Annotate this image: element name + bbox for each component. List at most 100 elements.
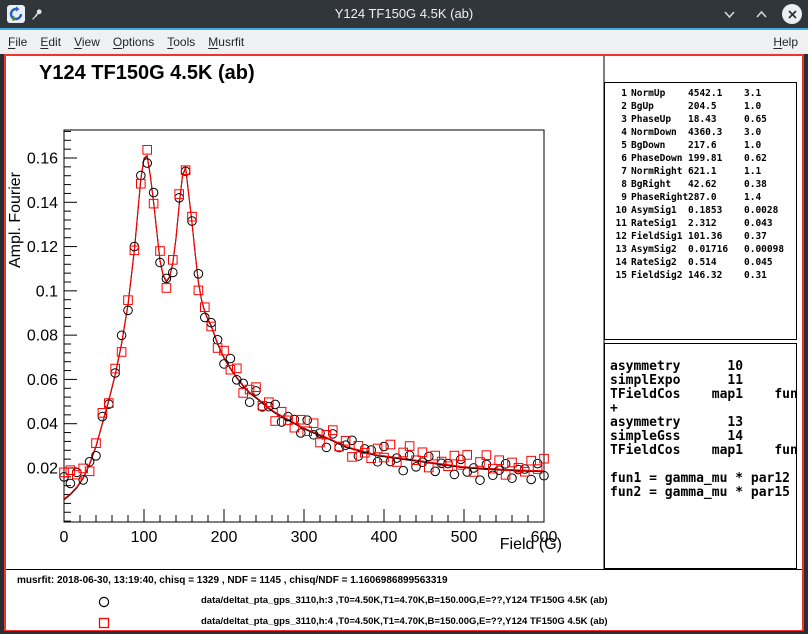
- menu-tools[interactable]: Tools: [165, 33, 197, 51]
- param-value: 287.0: [688, 191, 740, 204]
- param-num: 5: [609, 139, 627, 152]
- parameter-row: 8BgRight42.620.38: [605, 178, 796, 191]
- menu-file[interactable]: File: [6, 33, 29, 51]
- param-name: BgDown: [631, 139, 684, 152]
- menu-musrfit[interactable]: Musrfit: [206, 33, 246, 51]
- svg-text:400: 400: [371, 529, 398, 546]
- theory-box: asymmetry 10simplExpo 11 TFieldCos map1 f…: [604, 343, 797, 569]
- y-axis-title: Ampl. Fourier: [7, 171, 24, 268]
- parameter-row: 7NormRight621.11.1: [605, 165, 796, 178]
- param-value: 0.514: [688, 256, 740, 269]
- param-value: 4360.3: [688, 126, 740, 139]
- param-num: 6: [609, 152, 627, 165]
- svg-text:300: 300: [291, 529, 318, 546]
- pin-icon[interactable]: [31, 8, 44, 21]
- param-num: 10: [609, 204, 627, 217]
- plot-frame: [64, 130, 544, 522]
- open-square-marker-icon: [98, 616, 110, 634]
- window-title: Y124 TF150G 4.5K (ab): [0, 0, 808, 28]
- svg-text:0.12: 0.12: [27, 239, 58, 256]
- open-circle-marker-icon: [98, 595, 110, 613]
- param-name: NormDown: [631, 126, 684, 139]
- parameter-row: 9PhaseRight287.01.4: [605, 191, 796, 204]
- parameter-row: 4 NormDown 4360.3 3.0: [605, 126, 796, 139]
- param-num: 8: [609, 178, 627, 191]
- parameter-row: 15FieldSig2146.320.31: [605, 269, 796, 282]
- application-window: { "window": { "title": "Y124 TF150G 4.5K…: [0, 0, 808, 633]
- param-num: 15: [609, 269, 627, 282]
- legend-label: data/deltat_pta_gps_3110,h:3 ,T0=4.50K,T…: [201, 595, 608, 606]
- svg-text:0.16: 0.16: [27, 151, 58, 168]
- param-name: FieldSig2: [631, 269, 684, 282]
- x-axis: 0100200300400500600Field (G): [60, 509, 562, 553]
- param-name: RateSig2: [631, 256, 684, 269]
- param-error: 0.00098: [744, 243, 796, 256]
- param-value: 101.36: [688, 230, 740, 243]
- svg-text:0.04: 0.04: [27, 416, 58, 433]
- parameter-row: 13AsymSig20.017160.00098: [605, 243, 796, 256]
- param-error: 1.0: [744, 139, 796, 152]
- param-error: 1.4: [744, 191, 796, 204]
- theory-line: simpleGss 14: [610, 430, 796, 444]
- legend-label: data/deltat_pta_gps_3110,h:4 ,T0=4.50K,T…: [201, 616, 608, 627]
- param-name: BgRight: [631, 178, 684, 191]
- param-value: 204.5: [688, 100, 740, 113]
- minimize-button[interactable]: [718, 3, 740, 25]
- param-error: 0.043: [744, 217, 796, 230]
- theory-line: TFieldCos map1 fun2: [610, 444, 796, 458]
- param-num: 7: [609, 165, 627, 178]
- root-canvas[interactable]: 0100200300400500600Field (G)0.020.040.06…: [4, 54, 804, 631]
- param-error: 1.1: [744, 165, 796, 178]
- close-button[interactable]: [782, 4, 802, 24]
- param-error: 0.62: [744, 152, 796, 165]
- param-error: 3.1: [744, 87, 796, 100]
- parameter-row: 10AsymSig10.18530.0028: [605, 204, 796, 217]
- theory-line: [610, 458, 796, 472]
- svg-text:500: 500: [451, 529, 478, 546]
- theory-line: fun2 = gamma_mu * par15: [610, 486, 796, 500]
- param-value: 2.312: [688, 217, 740, 230]
- menu-bar: File Edit View Options Tools Musrfit Help: [0, 30, 808, 54]
- param-num: 4: [609, 126, 627, 139]
- theory-line: +: [610, 402, 796, 416]
- app-icon: [7, 5, 25, 23]
- fit-curve-red: [64, 155, 544, 499]
- param-name: AsymSig1: [631, 204, 684, 217]
- svg-text:0.06: 0.06: [27, 372, 58, 389]
- param-name: AsymSig2: [631, 243, 684, 256]
- maximize-button[interactable]: [750, 3, 772, 25]
- param-value: 18.43: [688, 113, 740, 126]
- svg-text:0.1: 0.1: [36, 283, 58, 300]
- param-value: 199.81: [688, 152, 740, 165]
- param-num: 12: [609, 230, 627, 243]
- menu-options[interactable]: Options: [111, 33, 156, 51]
- parameter-row: 11RateSig12.3120.043: [605, 217, 796, 230]
- menu-view[interactable]: View: [72, 33, 102, 51]
- param-name: FieldSig1: [631, 230, 684, 243]
- x-axis-title: Field (G): [500, 536, 562, 553]
- fit-parameters-box: 1NormUp4542.13.12BgUp204.51.03PhaseUp18.…: [604, 82, 797, 340]
- theory-line: asymmetry 10: [610, 360, 796, 374]
- menu-help[interactable]: Help: [771, 33, 800, 51]
- svg-text:0: 0: [60, 529, 69, 546]
- param-value: 217.6: [688, 139, 740, 152]
- param-value: 4542.1: [688, 87, 740, 100]
- parameter-row: 6PhaseDown199.810.62: [605, 152, 796, 165]
- series-open-circle: [60, 159, 549, 488]
- param-error: 0.045: [744, 256, 796, 269]
- param-value: 146.32: [688, 269, 740, 282]
- menu-edit[interactable]: Edit: [38, 33, 63, 51]
- param-name: PhaseRight: [631, 191, 684, 204]
- theory-line: simplExpo 11: [610, 374, 796, 388]
- param-value: 42.62: [688, 178, 740, 191]
- param-error: 0.37: [744, 230, 796, 243]
- parameter-row: 1NormUp4542.13.1: [605, 87, 796, 100]
- param-error: 3.0: [744, 126, 796, 139]
- parameter-row: 2BgUp204.51.0: [605, 100, 796, 113]
- parameter-row: 12 FieldSig1 101.36 0.37: [605, 230, 796, 243]
- plot-title: Y124 TF150G 4.5K (ab): [39, 62, 255, 85]
- param-value: 621.1: [688, 165, 740, 178]
- parameter-row: 5 BgDown 217.6 1.0: [605, 139, 796, 152]
- y-axis: 0.020.040.060.080.10.120.140.16Ampl. Fou…: [7, 131, 77, 521]
- param-name: RateSig1: [631, 217, 684, 230]
